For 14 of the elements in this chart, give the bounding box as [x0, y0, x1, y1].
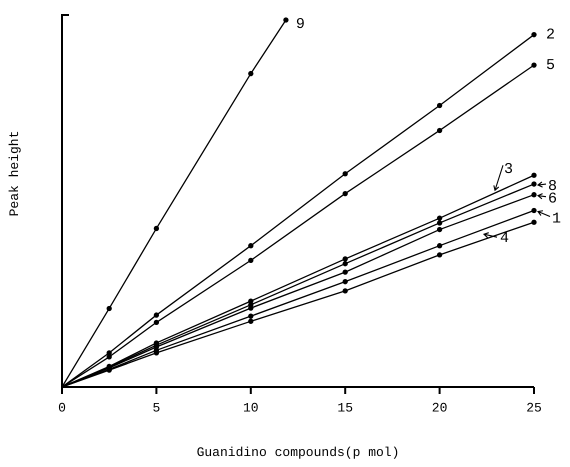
x-tick-label: 20	[432, 400, 448, 416]
x-tick-label: 15	[337, 400, 354, 416]
series-label: 5	[546, 57, 556, 74]
x-tick-label: 25	[526, 400, 542, 416]
x-axis-title: Guanidino compounds(p mol)	[196, 445, 400, 460]
legend-label: 1	[552, 210, 562, 228]
x-tick-label: 5	[152, 400, 160, 416]
x-tick-label: 0	[58, 400, 66, 416]
y-axis-title: Peak height	[7, 130, 22, 216]
series-label: 9	[296, 16, 305, 33]
series-label: 2	[546, 26, 556, 44]
legend-label: 4	[500, 230, 510, 248]
x-tick-label: 10	[242, 400, 259, 416]
legend-label: 3	[504, 161, 514, 178]
